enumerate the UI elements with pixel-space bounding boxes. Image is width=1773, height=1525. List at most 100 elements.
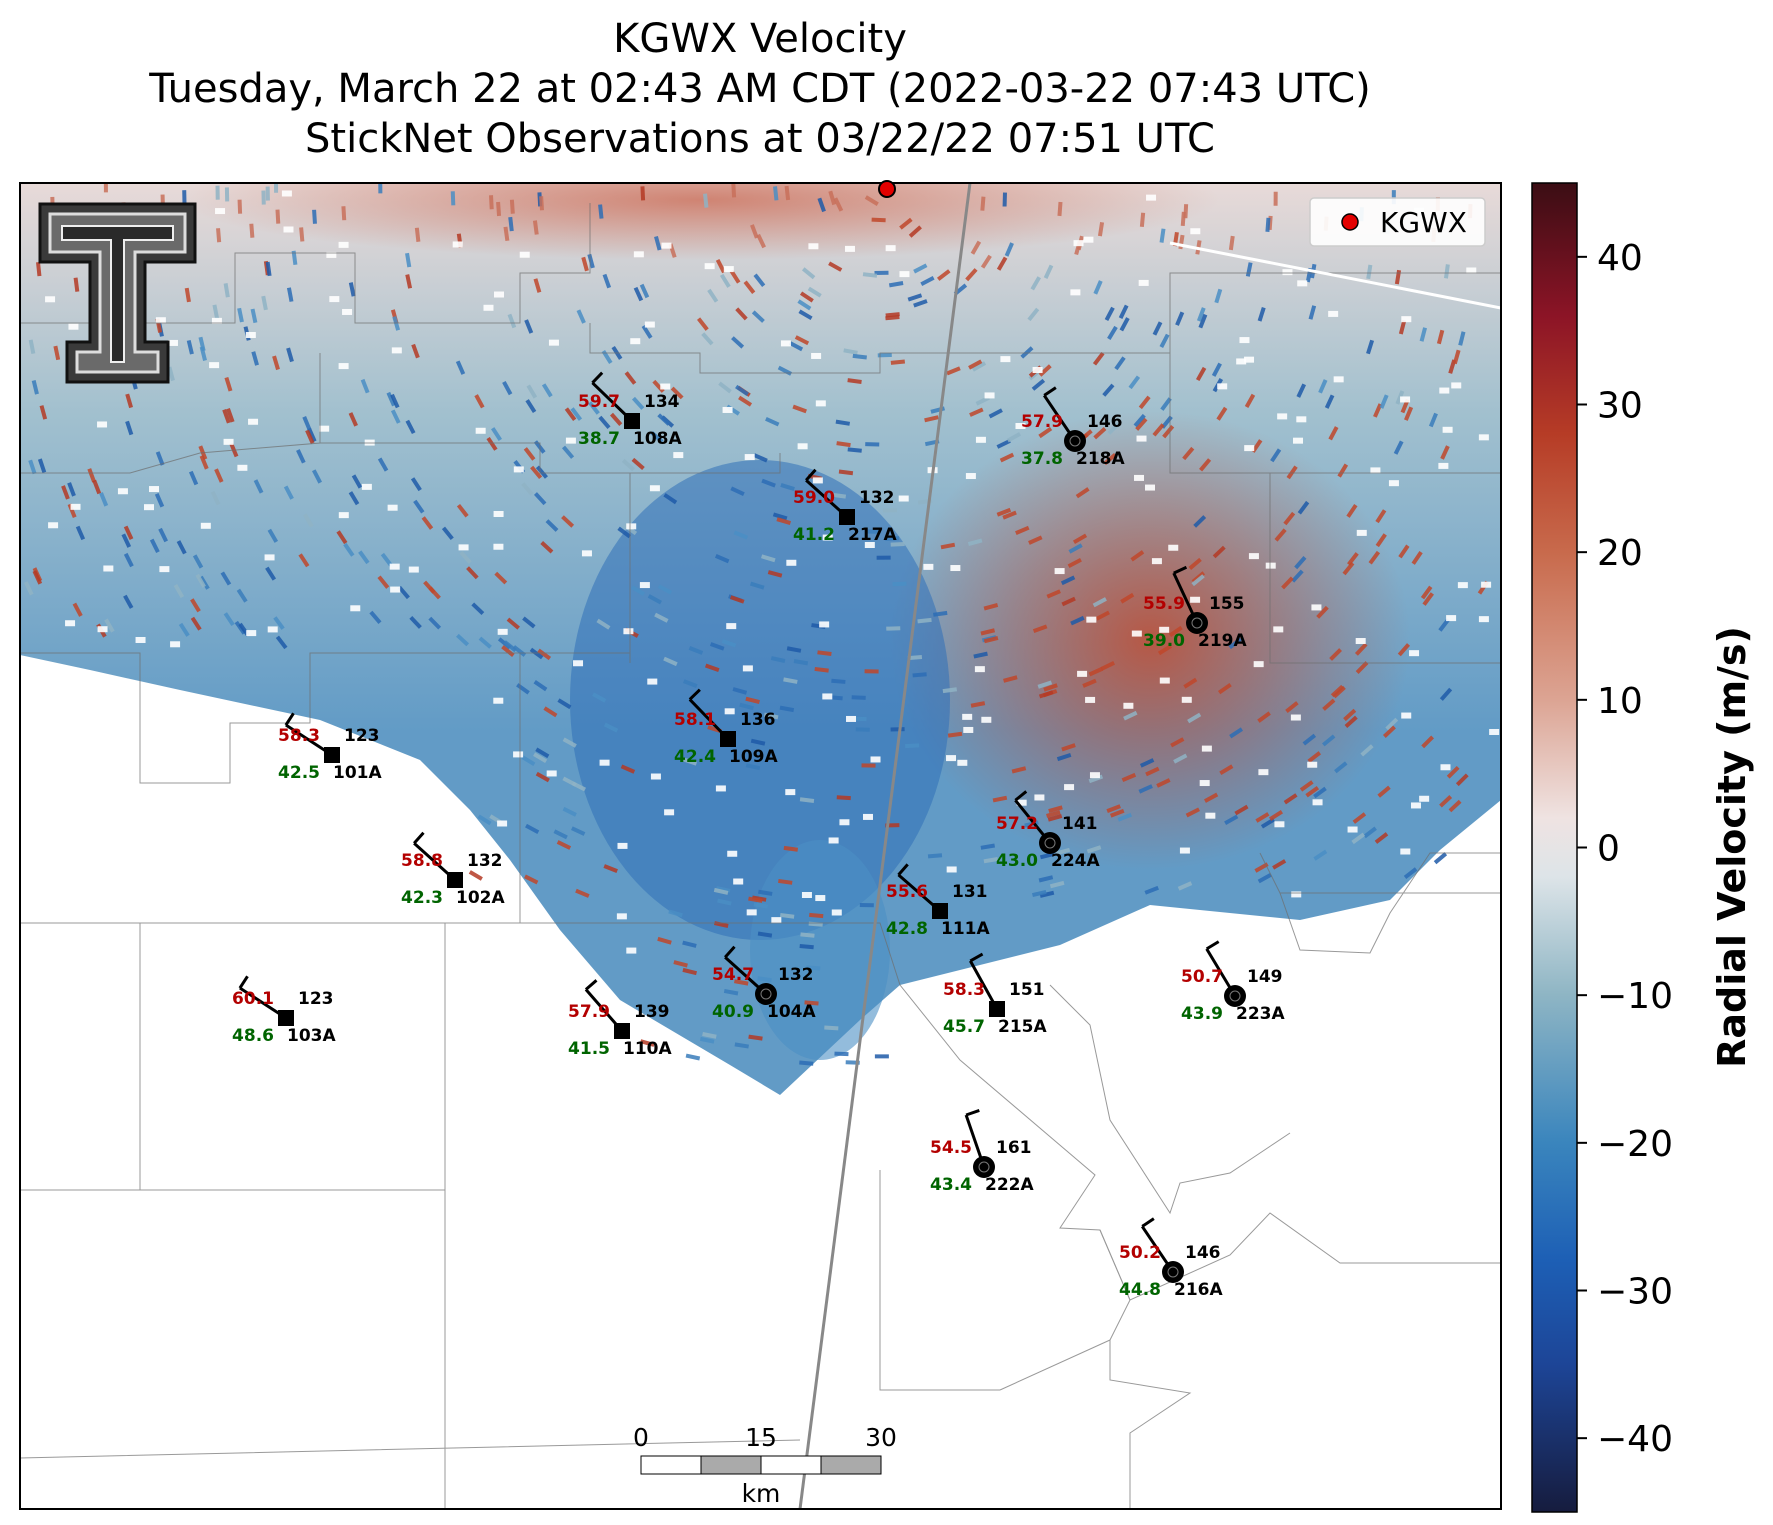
station-id: 109A — [729, 747, 778, 767]
station-temperature: 55.6 — [886, 882, 928, 902]
station-dewpoint: 40.9 — [712, 1002, 754, 1022]
wind-barb-flag — [584, 979, 598, 991]
station-temperature: 58.3 — [278, 726, 320, 746]
station-id: 217A — [848, 525, 897, 545]
station-109a[interactable]: 58.1 136 42.4 109A — [674, 688, 778, 767]
map-frame — [19, 182, 1502, 1510]
station-circle-marker — [1224, 985, 1246, 1007]
scale-tick-0: 0 — [633, 1423, 649, 1452]
scale-unit: km — [742, 1479, 781, 1508]
station-218a[interactable]: 57.9 146 37.8 218A — [1021, 386, 1125, 469]
radar-site-marker[interactable] — [878, 180, 896, 198]
wind-barb-flag — [965, 1109, 980, 1117]
sticknet-stations: 59.7 134 38.7 108A 57.9 146 37.8 218A 59.0 132 41.… — [232, 371, 1285, 1300]
station-dewpoint: 39.0 — [1143, 631, 1185, 651]
station-216a[interactable]: 50.2 146 44.8 216A — [1119, 1217, 1223, 1300]
station-103a[interactable]: 60.1 123 48.6 103A — [232, 975, 336, 1046]
station-id: 101A — [333, 763, 382, 783]
station-dewpoint: 37.8 — [1021, 449, 1063, 469]
scale-bar: 0 15 30 km — [633, 1423, 897, 1508]
wind-barb-flag — [413, 831, 425, 845]
station-wind-direction: 141 — [1062, 814, 1098, 834]
station-circle-marker — [973, 1156, 995, 1178]
legend-label: KGWX — [1380, 206, 1467, 239]
station-id: 111A — [941, 919, 990, 939]
station-110a[interactable]: 57.9 139 41.5 110A — [568, 979, 672, 1059]
station-dewpoint: 42.5 — [278, 763, 320, 783]
station-circle-marker — [1039, 832, 1061, 854]
state-boundary-line — [798, 183, 972, 1509]
station-temperature: 57.2 — [996, 814, 1038, 834]
station-id: 104A — [767, 1002, 816, 1022]
station-wind-direction: 161 — [996, 1138, 1032, 1158]
radar-echo-red-core — [890, 410, 1410, 870]
station-id: 215A — [998, 1017, 1047, 1037]
wind-barb-flag — [897, 863, 909, 876]
station-temperature: 59.7 — [578, 392, 620, 412]
station-temperature: 58.8 — [401, 851, 443, 871]
station-temperature: 58.3 — [943, 980, 985, 1000]
station-temperature: 58.1 — [674, 710, 716, 730]
station-square-marker — [932, 903, 948, 919]
station-111a[interactable]: 55.6 131 42.8 111A — [886, 863, 990, 939]
station-108a[interactable]: 59.7 134 38.7 108A — [578, 371, 682, 449]
station-id: 219A — [1198, 631, 1247, 651]
radar-echo-blue-core — [570, 460, 950, 940]
station-circle-marker — [1186, 612, 1208, 634]
station-id: 103A — [287, 1026, 336, 1046]
station-temperature: 54.7 — [712, 965, 754, 985]
station-id: 110A — [623, 1039, 672, 1059]
station-circle-marker — [755, 983, 777, 1005]
station-id: 218A — [1076, 449, 1125, 469]
station-217a[interactable]: 59.0 132 41.2 217A — [793, 468, 897, 545]
station-dewpoint: 42.4 — [674, 747, 716, 767]
station-id: 223A — [1236, 1004, 1285, 1024]
station-101a[interactable]: 58.3 123 42.5 101A — [278, 712, 382, 783]
county-boundaries — [20, 203, 1501, 1509]
station-dewpoint: 38.7 — [578, 429, 620, 449]
station-square-marker — [839, 509, 855, 525]
map-legend: KGWX — [1309, 197, 1486, 247]
wind-barb-flag — [1173, 565, 1188, 575]
station-215a[interactable]: 58.3 151 45.7 215A — [943, 952, 1047, 1037]
station-wind-direction: 134 — [644, 392, 680, 412]
wind-barb-flag — [591, 371, 604, 384]
title-observations: StickNet Observations at 03/22/22 07:51 … — [305, 116, 1215, 162]
station-wind-direction: 123 — [344, 726, 380, 746]
station-temperature: 54.5 — [930, 1138, 972, 1158]
station-wind-direction: 139 — [634, 1002, 670, 1022]
wind-barb-flag — [724, 945, 736, 959]
station-224a[interactable]: 57.2 141 43.0 224A — [996, 790, 1100, 871]
station-219a[interactable]: 55.9 155 39.0 219A — [1143, 565, 1247, 651]
station-dewpoint: 43.0 — [996, 851, 1038, 871]
radar-echo-red-top — [180, 183, 1220, 260]
station-square-marker — [447, 872, 463, 888]
station-dewpoint: 41.2 — [793, 525, 835, 545]
station-102a[interactable]: 58.8 132 42.3 102A — [401, 831, 505, 908]
station-circle-marker — [1162, 1261, 1184, 1283]
texas-tech-double-t-logo — [38, 202, 197, 384]
station-square-marker — [720, 731, 736, 747]
station-222a[interactable]: 54.5 161 43.4 222A — [930, 1109, 1034, 1195]
station-223a[interactable]: 50.7 149 43.9 223A — [1181, 940, 1285, 1024]
station-dewpoint: 43.9 — [1181, 1004, 1223, 1024]
station-circle-marker — [1064, 430, 1086, 452]
station-wind-direction: 146 — [1185, 1243, 1221, 1263]
station-temperature: 50.7 — [1181, 967, 1223, 987]
wind-barb-flag — [238, 975, 249, 989]
station-dewpoint: 45.7 — [943, 1017, 985, 1037]
station-square-marker — [614, 1023, 630, 1039]
wind-barb-flag — [1014, 790, 1028, 802]
station-id: 222A — [985, 1175, 1034, 1195]
station-104a[interactable]: 54.7 132 40.9 104A — [712, 945, 816, 1022]
station-square-marker — [278, 1010, 294, 1026]
station-square-marker — [989, 1001, 1005, 1017]
station-dewpoint: 48.6 — [232, 1026, 274, 1046]
scale-tick-30: 30 — [865, 1423, 897, 1452]
radar-speckles — [23, 183, 1500, 1066]
station-temperature: 57.9 — [568, 1002, 610, 1022]
title-radar: KGWX Velocity — [613, 16, 907, 62]
wind-barb-flag — [688, 688, 701, 701]
station-wind-direction: 123 — [298, 989, 334, 1009]
station-wind-direction: 136 — [740, 710, 776, 730]
